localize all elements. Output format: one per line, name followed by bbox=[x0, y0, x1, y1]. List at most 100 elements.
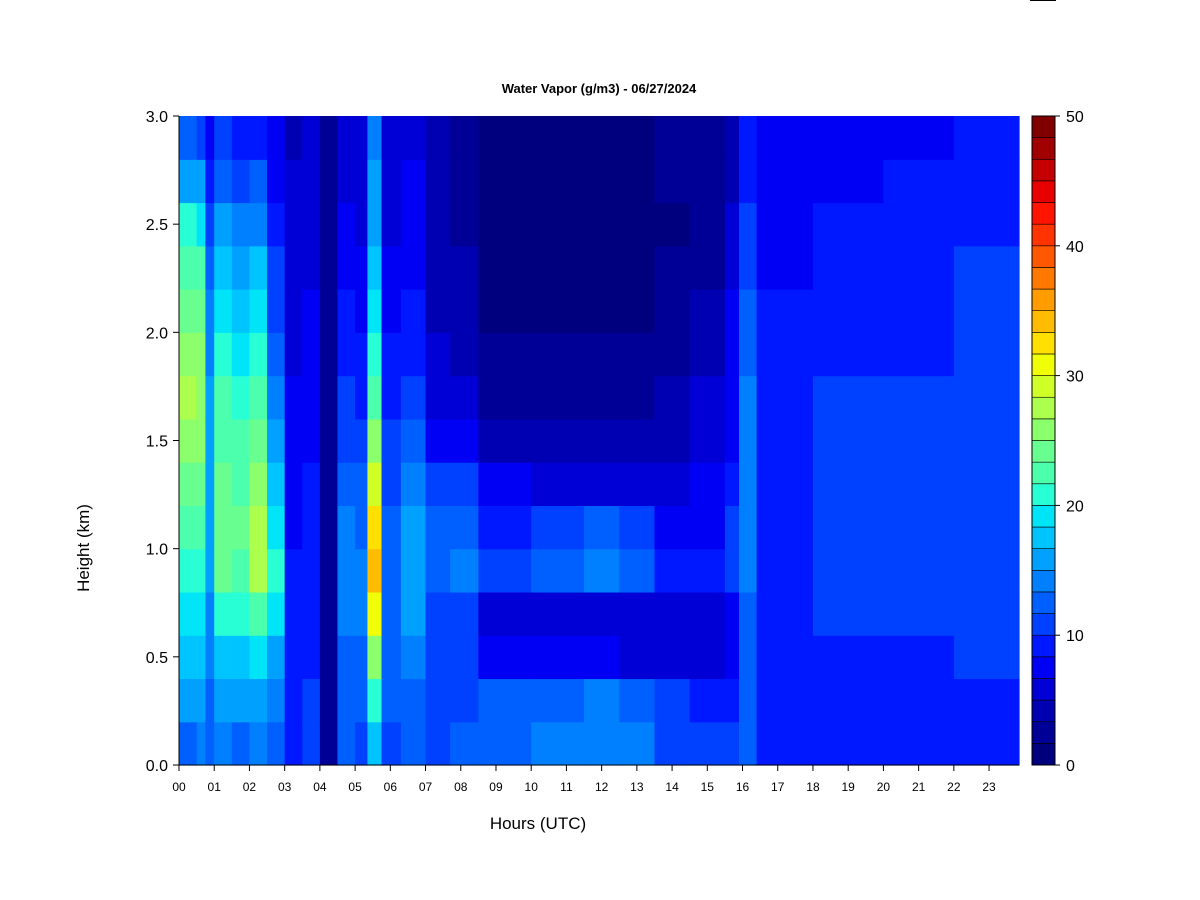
heatmap-cell bbox=[689, 591, 726, 636]
heatmap-cell bbox=[584, 678, 620, 723]
colorbar-swatch bbox=[1031, 634, 1056, 658]
heatmap-cell bbox=[367, 635, 383, 680]
heatmap-cell bbox=[196, 202, 207, 247]
heatmap-cell bbox=[214, 418, 233, 463]
heatmap-cell bbox=[355, 591, 369, 636]
heatmap-cell bbox=[812, 721, 884, 766]
heatmap-cell bbox=[953, 289, 1020, 333]
heatmap-cell bbox=[205, 505, 215, 550]
heatmap-cell bbox=[756, 462, 814, 506]
heatmap-cell bbox=[400, 548, 427, 593]
heatmap-cell bbox=[812, 332, 884, 377]
heatmap-cell bbox=[284, 202, 303, 247]
heatmap-cell bbox=[531, 418, 585, 463]
heatmap-cell bbox=[267, 202, 286, 247]
heatmap-cell bbox=[249, 418, 268, 463]
heatmap-cell bbox=[531, 116, 585, 160]
heatmap-cell bbox=[584, 332, 620, 377]
heatmap-cell bbox=[196, 159, 207, 204]
heatmap-cell bbox=[196, 418, 207, 463]
y-tick-label: 2.0 bbox=[146, 325, 168, 342]
heatmap-cell bbox=[756, 375, 814, 420]
heatmap-cell bbox=[531, 505, 585, 550]
heatmap-cell bbox=[425, 375, 451, 420]
heatmap-cell bbox=[724, 548, 740, 593]
heatmap-cell bbox=[883, 418, 955, 463]
x-tick-label: 00 bbox=[172, 780, 186, 794]
heatmap-cell bbox=[756, 202, 814, 247]
heatmap-cell bbox=[739, 245, 758, 290]
heatmap-cell bbox=[214, 721, 233, 766]
heatmap-cell bbox=[450, 245, 479, 290]
x-axis-label: Hours (UTC) bbox=[490, 814, 586, 833]
heatmap-cell bbox=[953, 505, 1020, 550]
colorbar-tick-label: 10 bbox=[1066, 628, 1084, 645]
heatmap-cell bbox=[400, 116, 427, 160]
heatmap-cell bbox=[400, 678, 427, 723]
heatmap-cell bbox=[724, 418, 740, 463]
heatmap-cell bbox=[179, 462, 198, 506]
x-tick-label: 17 bbox=[771, 780, 785, 794]
top-edge-mark bbox=[1030, 0, 1056, 1]
heatmap-cell bbox=[689, 332, 726, 377]
heatmap-cell bbox=[654, 591, 691, 636]
heatmap-cell bbox=[214, 202, 233, 247]
colorbar-swatch bbox=[1031, 548, 1056, 571]
heatmap-cell bbox=[654, 159, 691, 204]
heatmap-cell bbox=[179, 505, 198, 550]
heatmap-cell bbox=[205, 116, 215, 160]
heatmap-cell bbox=[381, 462, 402, 506]
heatmap-cell bbox=[812, 418, 884, 463]
heatmap-cell bbox=[249, 505, 268, 550]
colorbar-tick-label: 50 bbox=[1066, 109, 1084, 126]
heatmap-cell bbox=[367, 159, 383, 204]
heatmap-cell bbox=[478, 202, 532, 247]
heatmap-cell bbox=[953, 202, 1020, 247]
heatmap-cell bbox=[267, 635, 286, 680]
heatmap-cell bbox=[381, 591, 402, 636]
heatmap-cell bbox=[425, 289, 451, 333]
heatmap-cell bbox=[450, 548, 479, 593]
colorbar-swatch bbox=[1031, 743, 1056, 766]
heatmap-cell bbox=[214, 245, 233, 290]
heatmap-cell bbox=[319, 375, 339, 420]
heatmap-cell bbox=[284, 548, 303, 593]
heatmap-cell bbox=[739, 116, 758, 160]
heatmap-cell bbox=[231, 159, 251, 204]
heatmap-cell bbox=[724, 159, 740, 204]
heatmap-cell bbox=[425, 418, 451, 463]
heatmap-cell bbox=[883, 116, 955, 160]
heatmap-cell bbox=[267, 548, 286, 593]
heatmap-cell bbox=[450, 375, 479, 420]
heatmap-cell bbox=[179, 159, 198, 204]
heatmap-cell bbox=[724, 202, 740, 247]
heatmap-cell bbox=[689, 418, 726, 463]
heatmap-cell bbox=[531, 678, 585, 723]
heatmap-cell bbox=[284, 678, 303, 723]
colorbar-swatch bbox=[1031, 656, 1056, 679]
heatmap-cell bbox=[883, 245, 955, 290]
heatmap-cell bbox=[355, 375, 369, 420]
heatmap-cell bbox=[179, 245, 198, 290]
heatmap-cell bbox=[584, 418, 620, 463]
x-tick-label: 12 bbox=[595, 780, 609, 794]
heatmap-cell bbox=[450, 289, 479, 333]
heatmap-cell bbox=[337, 245, 356, 290]
x-tick-label: 20 bbox=[877, 780, 891, 794]
colorbar-swatch bbox=[1031, 483, 1056, 506]
heatmap-cell bbox=[179, 418, 198, 463]
heatmap-cell bbox=[883, 591, 955, 636]
y-tick-label: 0.0 bbox=[146, 758, 168, 775]
heatmap-cell bbox=[478, 159, 532, 204]
heatmap-cell bbox=[756, 418, 814, 463]
heatmap-cell bbox=[654, 635, 691, 680]
heatmap-cell bbox=[367, 332, 383, 377]
heatmap-cell bbox=[619, 548, 656, 593]
heatmap-cell bbox=[302, 159, 321, 204]
colorbar-swatch bbox=[1031, 158, 1056, 182]
heatmap-cell bbox=[531, 591, 585, 636]
heatmap-cell bbox=[689, 202, 726, 247]
heatmap-cell bbox=[179, 289, 198, 333]
colorbar-swatch bbox=[1031, 202, 1056, 225]
x-tick-label: 08 bbox=[454, 780, 468, 794]
